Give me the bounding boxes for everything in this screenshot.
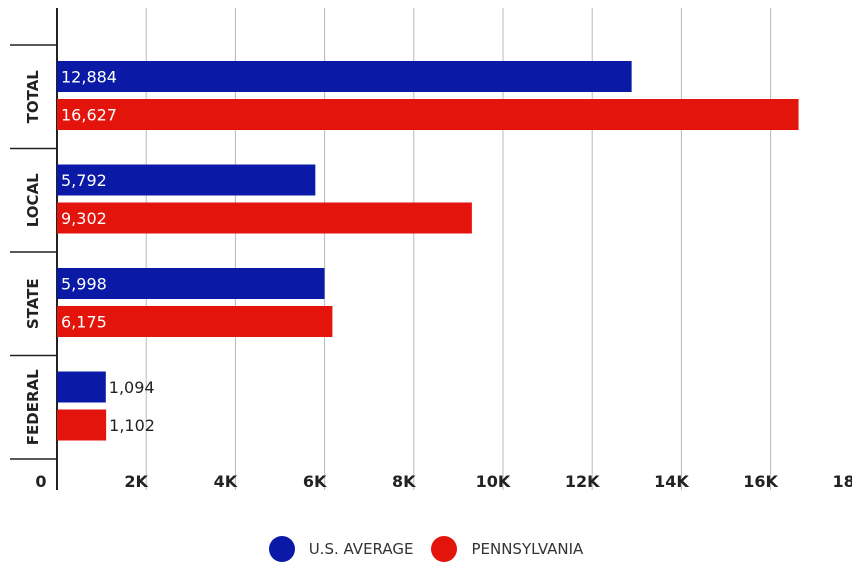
bar bbox=[57, 202, 472, 234]
chart-legend: U.S. AVERAGE PENNSYLVANIA bbox=[0, 536, 852, 562]
x-tick-label: 14K bbox=[654, 472, 689, 491]
legend-item-pennsylvania: PENNSYLVANIA bbox=[431, 536, 583, 562]
labels: 0 2K 4K 6K 8K 10K 12K 14K 16K 18K TOTAL LOCAL STATE F… bbox=[24, 68, 852, 492]
category-label: FEDERAL bbox=[24, 369, 42, 445]
bar-value-label: 5,998 bbox=[61, 275, 107, 294]
bar bbox=[57, 306, 333, 337]
bar bbox=[57, 61, 632, 92]
legend-label-pennsylvania: PENNSYLVANIA bbox=[471, 540, 584, 558]
x-tick-label: 4K bbox=[214, 472, 238, 491]
category-label: TOTAL bbox=[24, 70, 42, 124]
bar-value-label: 12,884 bbox=[61, 68, 117, 87]
category-label: STATE bbox=[24, 278, 42, 329]
x-tick-label: 16K bbox=[743, 472, 778, 491]
bar-value-label: 16,627 bbox=[61, 106, 117, 125]
bar bbox=[57, 268, 325, 299]
x-tick-label: 8K bbox=[392, 472, 416, 491]
x-tick-label: 6K bbox=[303, 472, 327, 491]
bar bbox=[57, 164, 316, 196]
x-tick-label: 10K bbox=[476, 472, 511, 491]
legend-marker-us-average bbox=[268, 536, 295, 562]
x-tick-label: 2K bbox=[124, 472, 148, 491]
legend-label-us-average: U.S. AVERAGE bbox=[308, 540, 414, 558]
bar-value-label: 5,792 bbox=[61, 171, 107, 190]
bar-value-label: 6,175 bbox=[61, 313, 107, 332]
bar-value-label: 1,102 bbox=[109, 416, 155, 435]
bar bbox=[57, 409, 107, 441]
x-tick-label: 18K bbox=[832, 472, 852, 491]
bars bbox=[57, 61, 799, 441]
x-tick-label: 0 bbox=[35, 472, 46, 491]
bar-value-label: 1,094 bbox=[109, 378, 155, 397]
category-label: LOCAL bbox=[24, 173, 42, 227]
bar bbox=[57, 99, 799, 130]
bar-value-label: 9,302 bbox=[61, 209, 107, 228]
legend-marker-pennsylvania bbox=[431, 536, 458, 562]
x-tick-label: 12K bbox=[565, 472, 600, 491]
legend-item-us-average: U.S. AVERAGE bbox=[268, 536, 414, 562]
bar bbox=[57, 371, 106, 403]
